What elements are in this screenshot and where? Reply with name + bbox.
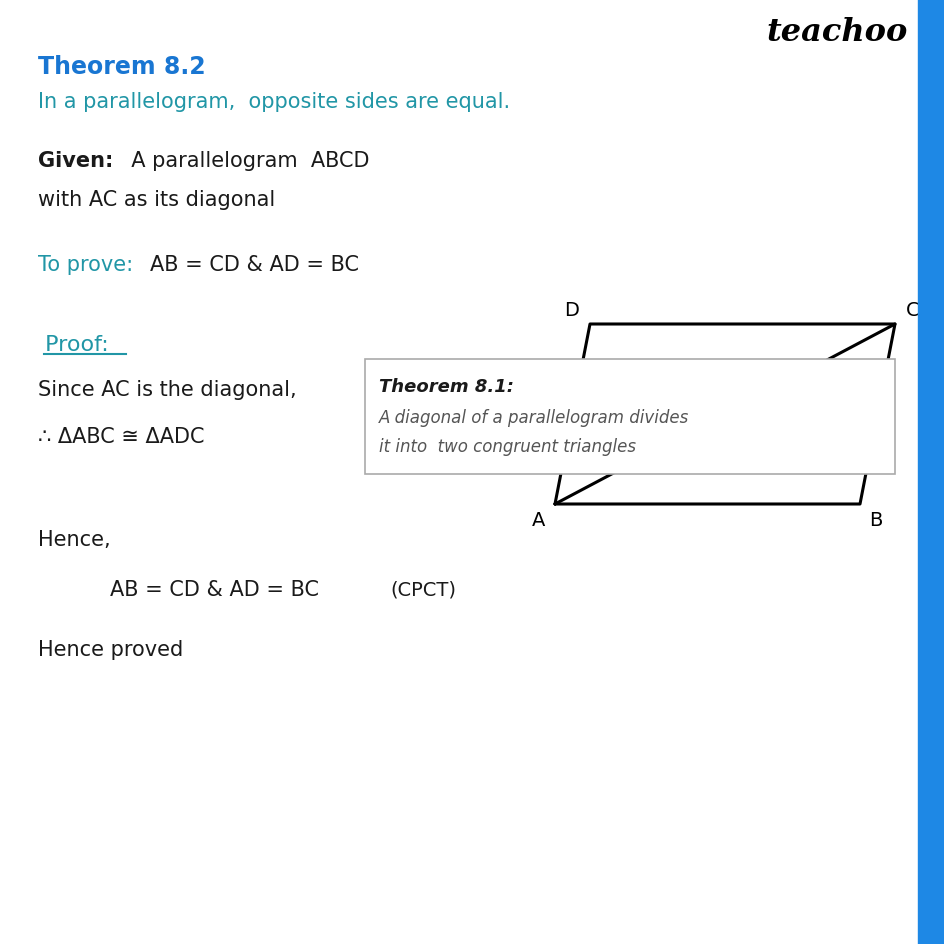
- Text: ∴ ΔABC ≅ ΔADC: ∴ ΔABC ≅ ΔADC: [38, 427, 204, 447]
- Bar: [917, 0, 944, 944]
- Text: Hence,: Hence,: [38, 530, 110, 549]
- Text: In a parallelogram,  opposite sides are equal.: In a parallelogram, opposite sides are e…: [38, 92, 510, 112]
- Text: teachoo: teachoo: [766, 18, 907, 48]
- Text: D: D: [564, 301, 579, 320]
- Text: Since AC is the diagonal,: Since AC is the diagonal,: [38, 379, 296, 399]
- Text: (CPCT): (CPCT): [390, 580, 456, 598]
- Text: Hence proved: Hence proved: [38, 639, 183, 659]
- Text: B: B: [868, 511, 882, 530]
- Text: Theorem 8.1:: Theorem 8.1:: [379, 378, 514, 396]
- Text: Theorem 8.2: Theorem 8.2: [38, 55, 206, 79]
- Text: AB = CD & AD = BC: AB = CD & AD = BC: [110, 580, 319, 599]
- Text: A: A: [531, 511, 545, 530]
- Text: with AC as its diagonal: with AC as its diagonal: [38, 190, 275, 210]
- Text: it into  two congruent triangles: it into two congruent triangles: [379, 437, 635, 456]
- Text: AB = CD & AD = BC: AB = CD & AD = BC: [150, 255, 359, 275]
- Text: To prove:: To prove:: [38, 255, 140, 275]
- Text: A diagonal of a parallelogram divides: A diagonal of a parallelogram divides: [379, 409, 688, 427]
- Text: A parallelogram  ABCD: A parallelogram ABCD: [118, 151, 369, 171]
- FancyBboxPatch shape: [364, 360, 894, 475]
- Text: Given:: Given:: [38, 151, 113, 171]
- Text: Proof:: Proof:: [38, 334, 109, 355]
- Text: C: C: [905, 301, 919, 320]
